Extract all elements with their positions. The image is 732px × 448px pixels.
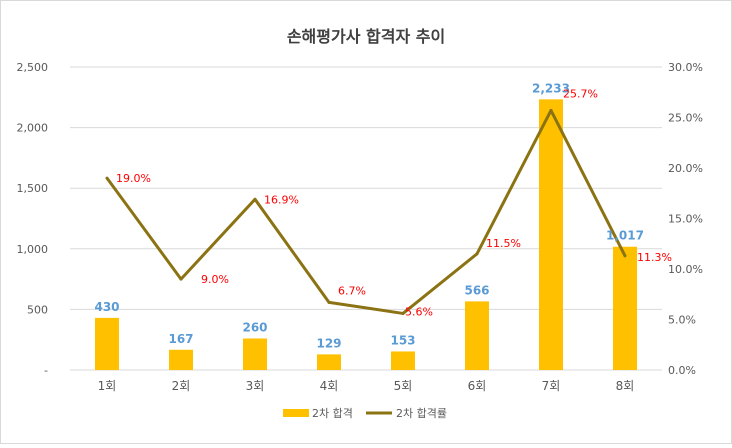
- x-axis-tick-label: 8회: [616, 379, 635, 393]
- line-point: [623, 254, 627, 258]
- x-axis-tick-label: 2회: [172, 379, 191, 393]
- chart-title: 손해평가사 합격자 추이: [287, 27, 445, 46]
- x-axis-tick-label: 3회: [246, 379, 265, 393]
- line-data-label: 6.7%: [338, 284, 366, 297]
- left-axis-tick-label: 2,000: [17, 122, 49, 135]
- line-data-label: 5.6%: [405, 305, 433, 318]
- x-axis-tick-label: 4회: [320, 379, 339, 393]
- right-axis-tick-label: 25.0%: [668, 112, 703, 125]
- bar: [95, 317, 119, 370]
- bar-series: [95, 99, 637, 370]
- bar-data-label: 1,017: [606, 229, 644, 243]
- line-data-label: 11.3%: [637, 251, 672, 264]
- right-axis-tick-label: 15.0%: [668, 213, 703, 226]
- line-point: [253, 197, 257, 201]
- bar: [613, 246, 637, 370]
- bar: [391, 351, 415, 370]
- line-point: [549, 108, 553, 112]
- x-axis-tick-label: 1회: [98, 379, 117, 393]
- right-axis-tick-label: 30.0%: [668, 61, 703, 74]
- line-data-label: 9.0%: [201, 273, 229, 286]
- x-axis-tick-label: 7회: [542, 379, 561, 393]
- line-point: [401, 311, 405, 315]
- x-axis-tick-label: 6회: [468, 379, 487, 393]
- bar-data-label: 2,233: [532, 81, 570, 95]
- line-point: [327, 300, 331, 304]
- left-axis-tick-label: 500: [27, 303, 48, 316]
- line-point: [105, 176, 109, 180]
- legend-swatch-bar: [283, 409, 309, 417]
- legend-label: 2차 합격률: [396, 407, 447, 420]
- line-series: [105, 108, 627, 315]
- bar-data-label: 566: [464, 283, 489, 297]
- left-axis-tick-label: 1,000: [17, 243, 49, 256]
- bar: [539, 99, 563, 370]
- right-axis-tick-label: 5.0%: [668, 314, 696, 327]
- bar: [169, 349, 193, 370]
- bar: [243, 338, 267, 370]
- x-axis-tick-label: 5회: [394, 379, 413, 393]
- left-axis-tick-label: 1,500: [17, 182, 49, 195]
- legend-label: 2차 합격: [312, 407, 353, 420]
- bar-data-label: 129: [316, 336, 341, 350]
- bar-data-label: 153: [390, 333, 415, 347]
- line-data-label: 16.9%: [264, 193, 299, 206]
- line-point: [179, 277, 183, 281]
- bar-data-label: 167: [168, 332, 193, 346]
- line-data-label: 19.0%: [116, 172, 151, 185]
- bar-data-label: 430: [94, 300, 119, 314]
- line-data-label: 11.5%: [486, 237, 521, 250]
- bar: [465, 301, 489, 370]
- right-axis-tick-label: 10.0%: [668, 263, 703, 276]
- line-point: [475, 252, 479, 256]
- rate-line: [105, 108, 627, 315]
- left-axis-tick-label: 2,500: [17, 61, 49, 74]
- bar: [317, 354, 341, 370]
- left-axis-tick-label: -: [44, 364, 48, 377]
- right-axis-tick-label: 0.0%: [668, 364, 696, 377]
- legend: 2차 합격 2차 합격률: [283, 407, 447, 420]
- right-axis-tick-label: 20.0%: [668, 162, 703, 175]
- gridlines: [70, 66, 662, 371]
- data-labels: 430 167 260 129 153 566 2,233 1,017 19.0% 9.0% 16.…: [94, 81, 671, 350]
- axes: - 500 1,000 1,500 2,000 2,500 0.0% 5.0% 10.0% 15.…: [17, 61, 703, 393]
- bar-data-label: 260: [242, 320, 267, 334]
- line-data-label: 25.7%: [563, 87, 598, 100]
